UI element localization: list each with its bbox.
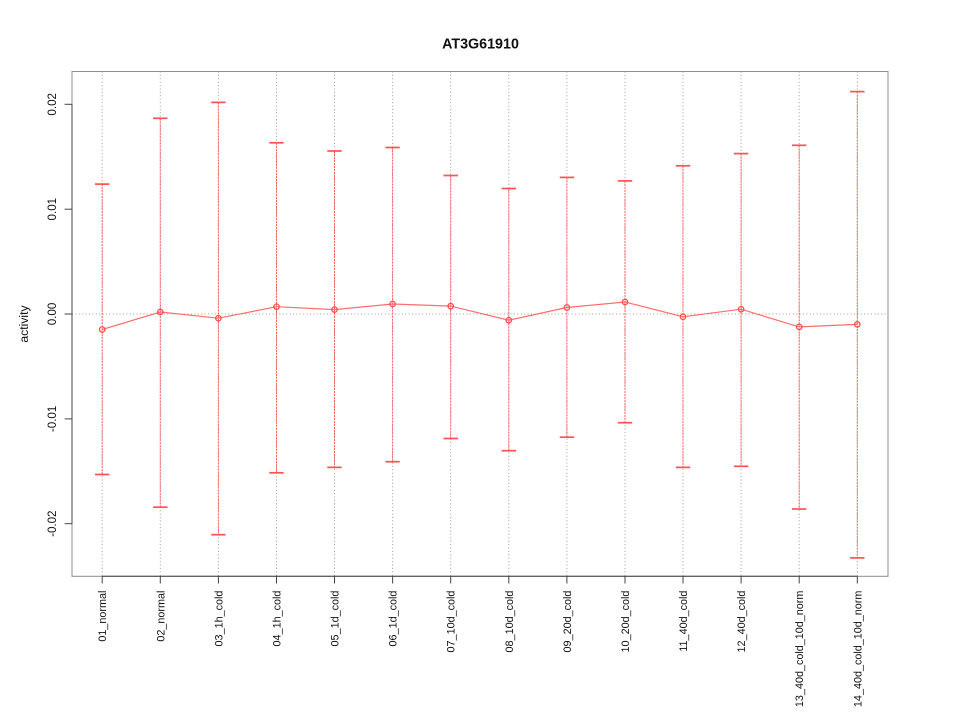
svg-text:-0.02: -0.02 bbox=[46, 510, 59, 536]
svg-text:activity: activity bbox=[17, 304, 31, 342]
svg-text:AT3G61910: AT3G61910 bbox=[442, 36, 519, 52]
svg-text:01_normal: 01_normal bbox=[97, 591, 109, 642]
svg-text:14_40d_cold_10d_norm: 14_40d_cold_10d_norm bbox=[852, 591, 864, 707]
svg-text:06_1d_cold: 06_1d_cold bbox=[388, 591, 400, 647]
svg-text:0.01: 0.01 bbox=[46, 198, 59, 221]
svg-text:07_10d_cold: 07_10d_cold bbox=[446, 591, 458, 653]
svg-text:04_1h_cold: 04_1h_cold bbox=[272, 591, 284, 647]
svg-text:03_1h_cold: 03_1h_cold bbox=[213, 591, 225, 647]
svg-text:-0.01: -0.01 bbox=[46, 406, 59, 432]
svg-text:11_40d_cold: 11_40d_cold bbox=[678, 591, 690, 652]
svg-text:0.00: 0.00 bbox=[46, 303, 59, 326]
svg-text:09_20d_cold: 09_20d_cold bbox=[562, 591, 574, 653]
svg-text:02_normal: 02_normal bbox=[155, 591, 167, 642]
svg-text:08_10d_cold: 08_10d_cold bbox=[504, 591, 516, 653]
svg-text:13_40d_cold_10d_norm: 13_40d_cold_10d_norm bbox=[794, 591, 806, 707]
svg-text:0.02: 0.02 bbox=[46, 93, 59, 116]
svg-text:12_40d_cold: 12_40d_cold bbox=[736, 591, 748, 653]
svg-text:10_20d_cold: 10_20d_cold bbox=[620, 591, 632, 653]
svg-text:05_1d_cold: 05_1d_cold bbox=[330, 591, 342, 647]
